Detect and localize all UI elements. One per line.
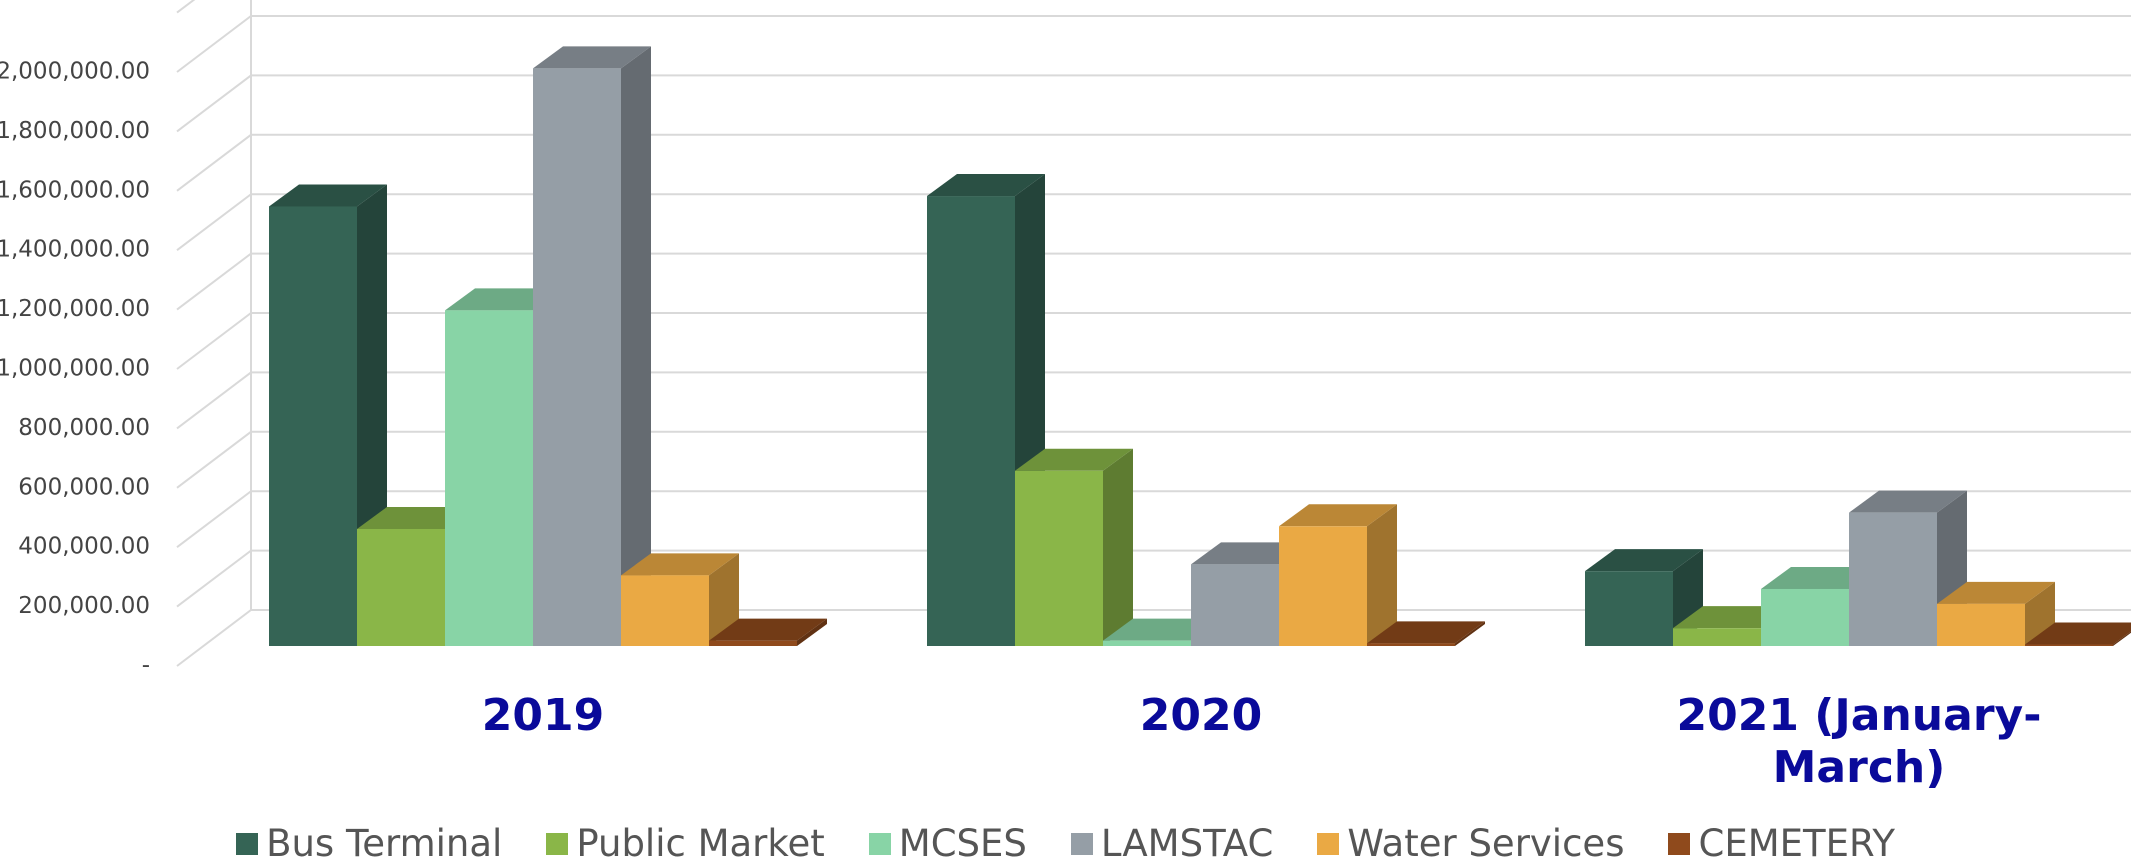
bar-front — [1103, 640, 1191, 646]
bar-front — [1585, 571, 1673, 646]
bar — [1279, 504, 1397, 646]
bar-front — [927, 196, 1015, 647]
x-tick-label: 2021 (January-March) — [1676, 690, 2042, 793]
bar-front — [2025, 644, 2113, 646]
bar-top — [1279, 504, 1397, 527]
bar — [269, 184, 387, 646]
x-tick-label: 2019 — [481, 690, 605, 741]
bar-side — [1367, 504, 1397, 646]
bar-top — [621, 553, 739, 576]
grid-line — [176, 133, 2131, 192]
bar-side — [1103, 448, 1133, 646]
y-tick-label: 400,000.00 — [18, 534, 150, 560]
legend-swatch — [1668, 832, 1691, 855]
bar-side — [709, 553, 739, 646]
grid-line — [176, 74, 2131, 133]
legend-label: LAMSTAC — [1100, 822, 1274, 865]
bar-top — [709, 618, 827, 641]
bar-top — [1849, 490, 1967, 513]
bar-top — [2025, 622, 2131, 645]
bar-top — [927, 174, 1045, 197]
y-tick-label: 200,000.00 — [18, 593, 150, 619]
legend-item: LAMSTAC — [1070, 822, 1274, 865]
y-tick-label: 1,200,000.00 — [0, 296, 150, 322]
y-tick-label: - — [142, 653, 150, 679]
bar-side — [2025, 581, 2055, 646]
bar-front — [709, 640, 797, 646]
bar-front — [1191, 564, 1279, 646]
bar-front — [357, 528, 445, 646]
bar — [709, 618, 827, 646]
bar-front — [269, 206, 357, 646]
bar-front — [1367, 643, 1455, 646]
y-tick-label: 800,000.00 — [18, 415, 150, 441]
bar-front — [533, 68, 621, 646]
bar-top — [1937, 581, 2055, 604]
y-tick-label: 1,400,000.00 — [0, 237, 150, 263]
legend: Bus Terminal Public Market MCSES LAMSTAC Wat… — [0, 822, 2131, 865]
legend-swatch — [868, 832, 891, 855]
legend-item: Public Market — [546, 822, 825, 865]
legend-label: Public Market — [576, 822, 825, 865]
y-tick-label: 1,000,000.00 — [0, 356, 150, 382]
y-tick-label: 600,000.00 — [18, 474, 150, 500]
bar-front — [1761, 588, 1849, 646]
x-tick-label: 2020 — [1139, 690, 1263, 741]
bar — [1367, 621, 1485, 646]
bar — [1585, 549, 1703, 646]
bar-side — [2113, 631, 2131, 646]
legend-swatch — [546, 832, 569, 855]
bar-top — [1585, 549, 1703, 572]
legend-item: Water Services — [1317, 822, 1624, 865]
bar-top — [533, 46, 651, 69]
bar — [1937, 581, 2055, 646]
legend-item: Bus Terminal — [236, 822, 502, 865]
bar — [1015, 448, 1133, 646]
grid-line — [176, 193, 2131, 251]
grid-line — [176, 15, 2131, 73]
bar-front — [621, 575, 709, 646]
legend-label: Water Services — [1347, 822, 1625, 865]
legend-label: CEMETERY — [1698, 822, 1895, 865]
y-tick-label: 2,000,000.00 — [0, 59, 150, 85]
bar-front — [445, 310, 533, 646]
bar-top — [1367, 621, 1485, 644]
y-tick-label: 1,600,000.00 — [0, 177, 150, 203]
legend-item: CEMETERY — [1668, 822, 1895, 865]
bar-front — [1937, 603, 2025, 646]
legend-swatch — [236, 832, 259, 855]
legend-swatch — [1070, 832, 1093, 855]
bar — [621, 553, 739, 646]
bar-front — [1015, 470, 1103, 646]
bar-front — [1279, 526, 1367, 646]
bar — [927, 174, 1045, 647]
bar-side — [797, 618, 827, 646]
bar-front — [1849, 512, 1937, 646]
bar — [533, 46, 651, 646]
legend-label: MCSES — [898, 822, 1027, 865]
bar-front — [1673, 628, 1761, 646]
y-tick-label: 1,800,000.00 — [0, 118, 150, 144]
legend-item: MCSES — [868, 822, 1027, 865]
legend-swatch — [1317, 832, 1340, 855]
bar-side — [621, 46, 651, 646]
legend-label: Bus Terminal — [266, 822, 503, 865]
bar — [2025, 622, 2131, 646]
bar-side — [1455, 621, 1485, 646]
bar-top — [1015, 448, 1133, 471]
plot-frame-top — [176, 0, 196, 14]
bar-top — [269, 184, 387, 207]
